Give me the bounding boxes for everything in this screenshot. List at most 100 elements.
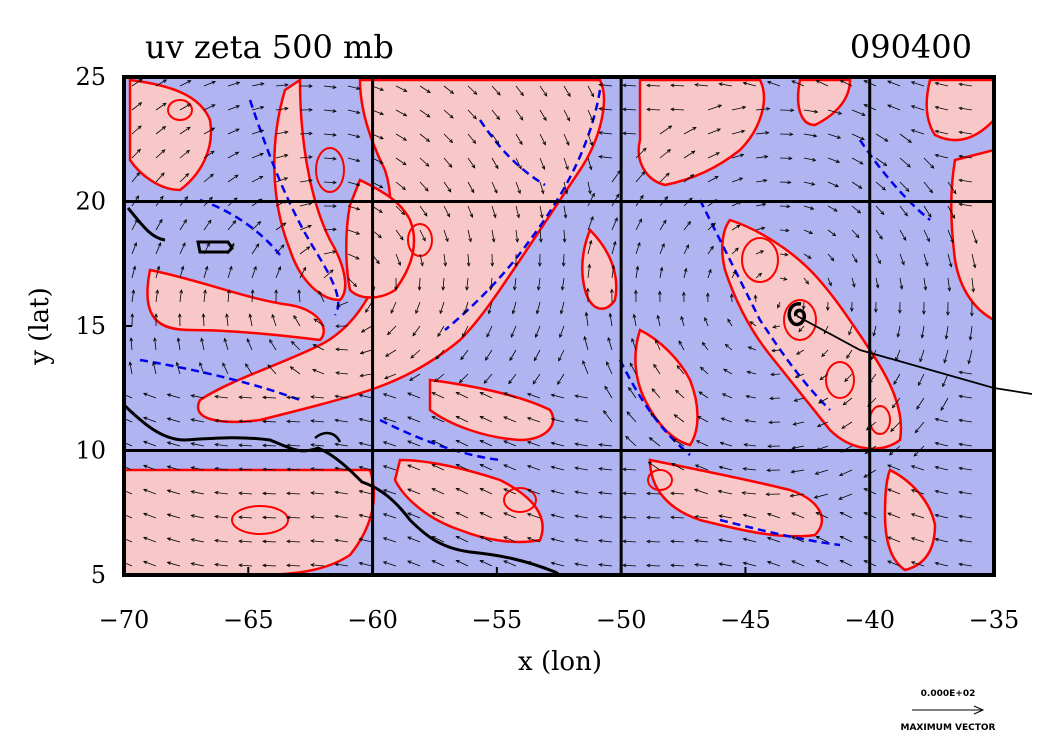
wind-vector: [299, 107, 313, 112]
wind-vector: [934, 489, 949, 495]
wind-vector: [225, 313, 229, 327]
wind-vector: [934, 105, 949, 111]
wind-vector: [789, 493, 805, 498]
wind-vector: [914, 421, 925, 434]
wind-vector: [310, 443, 325, 447]
wind-vector: [290, 340, 301, 351]
wind-vector: [537, 253, 542, 267]
wind-vector: [190, 538, 205, 543]
wind-vector: [622, 83, 637, 88]
wind-vector: [323, 250, 337, 255]
wind-vector: [539, 85, 548, 97]
wind-vector: [310, 491, 325, 495]
wind-vector: [226, 289, 231, 303]
wind-vector: [749, 321, 757, 327]
wind-vector: [803, 181, 816, 186]
wind-vector: [491, 109, 501, 121]
wind-vector: [335, 371, 349, 375]
wind-vector: [731, 153, 745, 159]
wind-vector: [491, 85, 501, 96]
wind-vector: [659, 149, 672, 159]
wind-vector: [958, 418, 973, 423]
wind-vector: [851, 277, 856, 288]
wind-vector: [382, 441, 397, 447]
wind-vector: [467, 133, 477, 145]
wind-vector: [142, 464, 157, 471]
wind-vector: [718, 465, 733, 471]
wind-vector: [412, 325, 421, 337]
wind-vector: [672, 438, 685, 447]
wind-vector: [358, 441, 373, 447]
wind-vector: [384, 349, 397, 357]
positive-vorticity-regions: [124, 77, 994, 575]
wind-vector: [489, 277, 493, 291]
wind-vector: [395, 85, 408, 92]
positive-region-16: [428, 378, 555, 442]
wind-vector: [958, 82, 973, 87]
wind-vector: [815, 536, 829, 543]
negative-contour-7: [858, 139, 931, 221]
wind-vector: [299, 178, 313, 183]
wind-vector: [550, 441, 565, 447]
wind-vector: [934, 513, 949, 519]
wind-vector: [124, 394, 133, 399]
wind-vector: [465, 277, 469, 291]
wind-vector: [251, 175, 264, 183]
wind-vector: [286, 515, 301, 520]
wind-vector: [179, 103, 192, 111]
wind-vector: [166, 441, 181, 447]
wind-vector: [768, 420, 781, 425]
wind-vector: [791, 80, 805, 87]
wind-vector: [693, 488, 709, 495]
wind-vector: [851, 133, 865, 141]
wind-vector: [574, 562, 589, 567]
wind-vector: [262, 395, 277, 400]
wind-vector: [560, 277, 565, 291]
wind-vector: [467, 85, 478, 95]
wind-vector: [899, 157, 911, 168]
wind-vector: [179, 265, 185, 279]
wind-vector: [382, 489, 397, 495]
coastline-lesser-antilles: [314, 431, 342, 443]
wind-vector: [407, 560, 421, 567]
positive-contour-loop-9: [503, 487, 537, 513]
wind-vector: [719, 441, 733, 447]
wind-vector: [203, 104, 216, 111]
wind-vector: [944, 325, 949, 340]
wind-vector: [515, 157, 522, 170]
wind-vector: [653, 363, 661, 375]
wind-vector: [887, 488, 901, 495]
wind-vector: [166, 513, 181, 519]
wind-vector: [815, 512, 829, 519]
wind-vector: [887, 104, 901, 111]
wind-vector: [934, 81, 949, 87]
wind-vector: [803, 205, 815, 210]
wind-vector: [419, 181, 429, 192]
wind-vector: [214, 562, 229, 567]
wind-vector: [694, 515, 709, 519]
wind-vector: [587, 109, 594, 122]
wind-vector: [791, 512, 805, 519]
wind-vector: [347, 109, 361, 115]
wind-vector: [803, 253, 812, 259]
wind-vector: [731, 224, 741, 231]
wind-vector: [779, 156, 793, 161]
wind-vector: [747, 346, 757, 351]
wind-vector: [166, 417, 181, 423]
wind-vector: [607, 336, 613, 351]
wind-vector: [646, 539, 661, 544]
wind-vector: [622, 539, 637, 544]
wind-vector: [179, 80, 192, 87]
vector-legend-label: MAXIMUM VECTOR: [900, 723, 995, 733]
wind-vector: [407, 440, 421, 447]
negative-contour-8: [379, 418, 501, 462]
wind-vector: [891, 397, 901, 409]
wind-vector: [251, 82, 265, 87]
wind-vector: [526, 416, 541, 423]
wind-vector: [130, 313, 135, 327]
y-tick-label: 20: [75, 188, 106, 216]
wind-vector: [603, 410, 613, 423]
wind-vector: [635, 241, 641, 255]
wind-vector: [491, 205, 497, 219]
wind-vector: [503, 488, 517, 495]
